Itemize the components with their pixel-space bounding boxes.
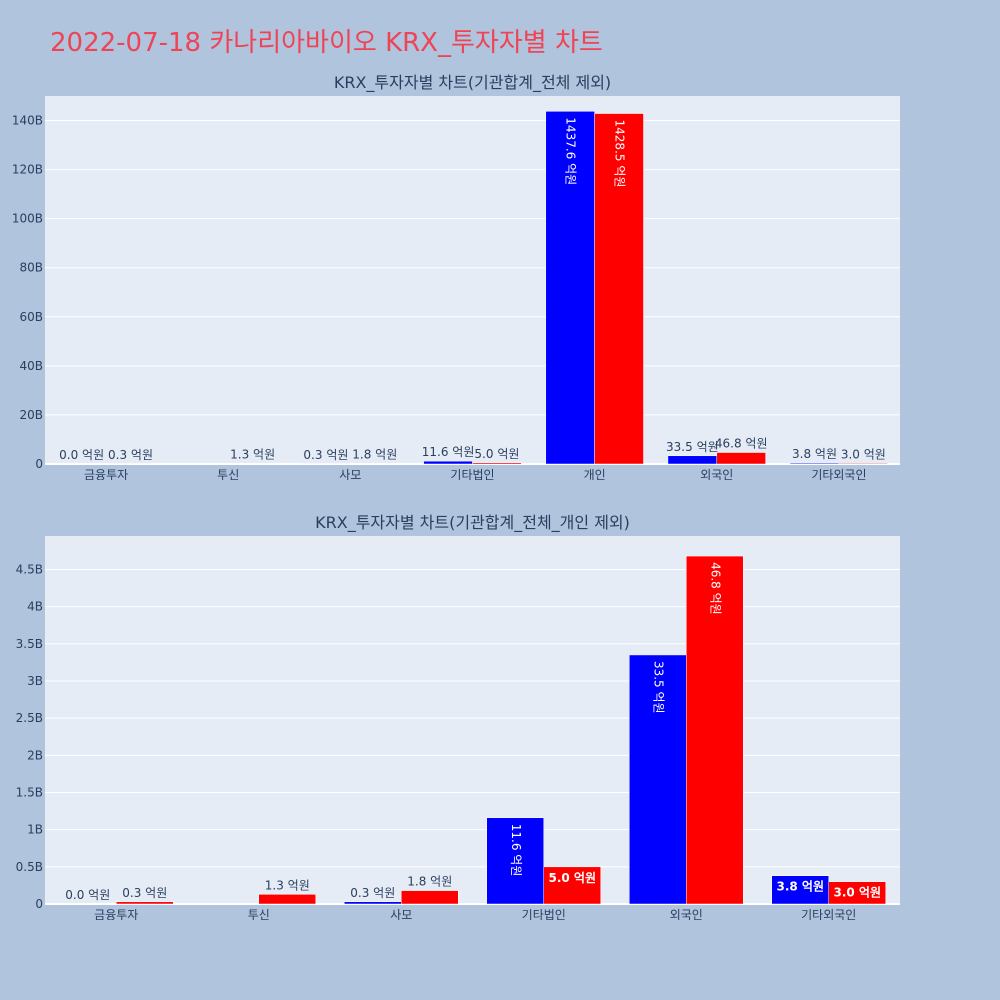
bar bbox=[543, 866, 601, 905]
y-tick-label: 140B bbox=[12, 114, 43, 128]
y-tick-label: 1B bbox=[27, 823, 43, 837]
y-tick-label: 80B bbox=[19, 261, 43, 275]
y-tick-label: 0 bbox=[35, 457, 43, 471]
bar bbox=[401, 890, 459, 905]
bar bbox=[545, 111, 595, 465]
data-label: 33.5 억원 bbox=[651, 661, 665, 714]
y-tick-label: 120B bbox=[12, 163, 43, 177]
x-tick-label: 투신 bbox=[248, 908, 270, 920]
data-label: 1.3 억원 bbox=[265, 878, 310, 892]
y-tick-label: 1.5B bbox=[16, 785, 43, 799]
x-tick-label: 기타법인 bbox=[450, 468, 494, 480]
x-tick-label: 사모 bbox=[390, 908, 412, 920]
bar bbox=[629, 654, 687, 905]
x-tick-label: 외국인 bbox=[700, 468, 733, 480]
y-tick-label: 40B bbox=[19, 359, 43, 373]
x-tick-label: 외국인 bbox=[670, 908, 703, 920]
bar bbox=[423, 460, 473, 465]
data-label: 3.8 억원 bbox=[792, 447, 837, 461]
chart-investor-all: KRX_투자자별 차트(기관합계_전체 제외) 0 20B 40B 60B 80B 100B… bbox=[12, 73, 900, 480]
y-tick-label: 3.5B bbox=[16, 637, 43, 651]
plot-area bbox=[45, 536, 900, 904]
data-label: 5.0 억원 bbox=[474, 447, 519, 461]
y-tick-label: 0 bbox=[35, 897, 43, 911]
bar bbox=[594, 113, 644, 465]
x-tick-label: 금융투자 bbox=[94, 908, 138, 920]
chart-title: KRX_투자자별 차트(기관합계_전체 제외) bbox=[334, 73, 611, 93]
data-label: 3.0 억원 bbox=[841, 447, 886, 461]
data-label: 1437.6 억원 bbox=[564, 117, 578, 185]
bar bbox=[116, 901, 174, 905]
bar bbox=[828, 881, 886, 905]
data-label: 5.0 억원 bbox=[548, 871, 596, 885]
y-tick-label: 4B bbox=[27, 600, 43, 614]
data-label: 11.6 억원 bbox=[422, 445, 475, 459]
y-tick-label: 100B bbox=[12, 212, 43, 226]
y-tick-label: 2.5B bbox=[16, 711, 43, 725]
bar bbox=[789, 462, 840, 465]
data-label: 0.0 억원 bbox=[59, 448, 104, 462]
y-tick-label: 3B bbox=[27, 674, 43, 688]
x-tick-label: 기타외국인 bbox=[801, 908, 856, 920]
data-label: 3.0 억원 bbox=[833, 886, 881, 900]
page-title: 2022-07-18 카나리아바이오 KRX_투자자별 차트 bbox=[50, 28, 603, 58]
x-tick-label: 사모 bbox=[339, 468, 361, 480]
data-label: 33.5 억원 bbox=[666, 440, 719, 454]
data-label: 11.6 억원 bbox=[509, 824, 523, 877]
x-tick-label: 기타법인 bbox=[522, 908, 566, 920]
x-tick-label: 개인 bbox=[584, 468, 606, 480]
data-label: 46.8 억원 bbox=[715, 437, 768, 451]
data-label: 0.0 억원 bbox=[65, 888, 110, 902]
bar bbox=[686, 555, 744, 905]
chart-title: KRX_투자자별 차트(기관합계_전체_개인 제외) bbox=[315, 513, 630, 533]
data-label: 0.3 억원 bbox=[122, 886, 167, 900]
x-tick-label: 금융투자 bbox=[84, 468, 128, 480]
bar bbox=[838, 463, 889, 465]
data-label: 0.3 억원 bbox=[350, 886, 395, 900]
plot-area bbox=[45, 96, 900, 464]
data-label: 0.3 억원 bbox=[108, 448, 153, 462]
bar bbox=[472, 462, 522, 465]
y-tick-label: 0.5B bbox=[16, 860, 43, 874]
data-label: 46.8 억원 bbox=[708, 562, 722, 615]
data-label: 1.8 억원 bbox=[352, 448, 397, 462]
data-label: 1.8 억원 bbox=[407, 875, 452, 889]
y-tick-label: 60B bbox=[19, 310, 43, 324]
data-label: 1428.5 억원 bbox=[613, 120, 627, 188]
data-label: 1.3 억원 bbox=[230, 448, 275, 462]
chart-investor-excl-individual: KRX_투자자별 차트(기관합계_전체_개인 제외) 0 0.5B 1B 1.5B 2B 2… bbox=[16, 513, 900, 920]
x-tick-label: 투신 bbox=[217, 468, 239, 480]
data-label: 0.3 억원 bbox=[303, 448, 348, 462]
data-label: 3.8 억원 bbox=[776, 880, 824, 894]
bar bbox=[667, 455, 718, 465]
bar bbox=[258, 894, 316, 905]
y-tick-label: 2B bbox=[27, 748, 43, 762]
bar bbox=[716, 452, 766, 465]
bar bbox=[344, 901, 402, 905]
y-tick-label: 20B bbox=[19, 408, 43, 422]
y-tick-label: 4.5B bbox=[16, 562, 43, 576]
bar bbox=[486, 817, 544, 905]
x-tick-label: 기타외국인 bbox=[811, 468, 866, 480]
